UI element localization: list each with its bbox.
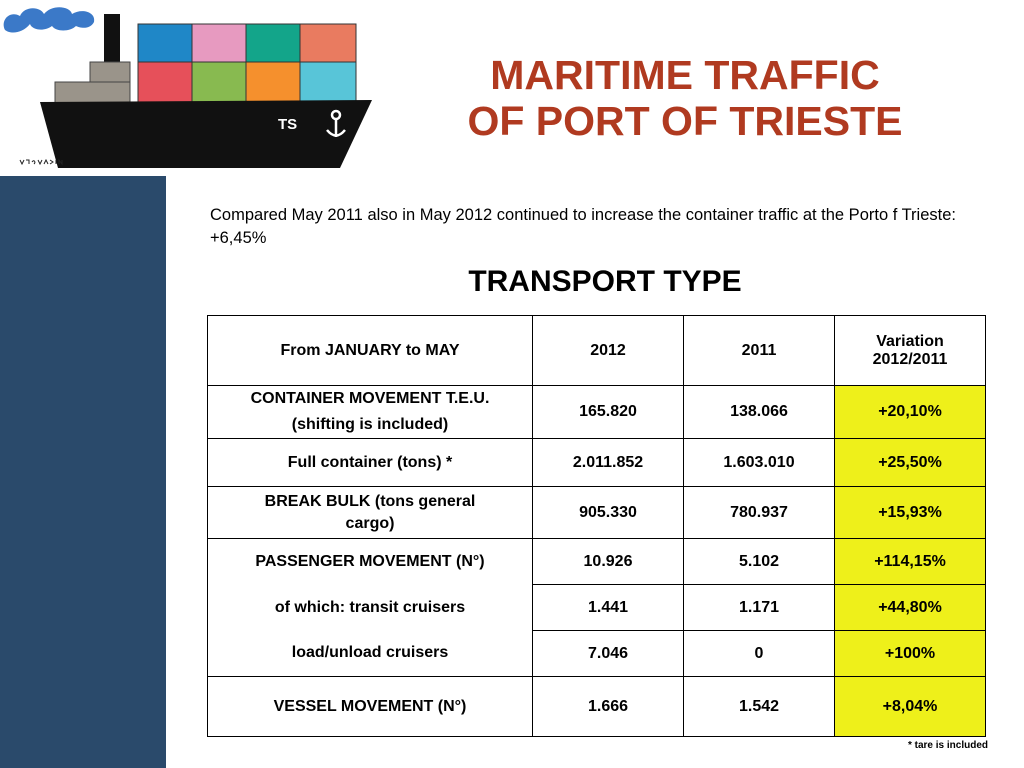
slide-title-line2: OF PORT OF TRIESTE (467, 98, 903, 144)
container-teal (245, 23, 301, 63)
container-pink (191, 23, 247, 63)
header-variation: Variation 2012/2011 (834, 315, 986, 386)
anchor-icon (326, 109, 346, 137)
traffic-table: From JANUARY to MAY 2012 2011 Variation … (207, 315, 986, 737)
header-2012: 2012 (532, 315, 684, 386)
cell-2012: 1.666 (532, 676, 684, 737)
row-label: VESSEL MOVEMENT (N°) (207, 676, 533, 737)
cell-variation: +44,80% (834, 584, 986, 631)
container-orange (245, 61, 301, 103)
container-green (191, 61, 247, 103)
container-blue (137, 23, 193, 63)
ship-hull-label: TS (278, 116, 297, 133)
container-cyan (299, 61, 357, 103)
cell-variation: +20,10% (834, 385, 986, 439)
cell-variation: +8,04% (834, 676, 986, 737)
row-label: PASSENGER MOVEMENT (N°) (207, 538, 533, 585)
header-variation-line1: Variation (876, 332, 944, 350)
slide-title: MARITIME TRAFFIC OF PORT OF TRIESTE (420, 52, 950, 144)
cell-2012: 2.011.852 (532, 438, 684, 487)
cargo-ship-illustration: TS (3, 7, 372, 168)
cell-2012: 165.820 (532, 385, 684, 439)
table-row: of which: transit cruisers 1.441 1.171 +… (207, 584, 986, 631)
container-red (137, 61, 193, 103)
row-label-line2: (shifting is included) (291, 416, 449, 433)
cell-2011: 1.603.010 (683, 438, 835, 487)
table-header-row: From JANUARY to MAY 2012 2011 Variation … (207, 315, 986, 386)
row-label: of which: transit cruisers (207, 584, 533, 631)
row-label-line1: BREAK BULK (tons general (264, 492, 476, 510)
row-label: load/unload cruisers (207, 630, 533, 677)
row-label: Full container (tons) * (207, 438, 533, 487)
ship-hull (40, 100, 372, 168)
row-label-line1: CONTAINER MOVEMENT T.E.U. (250, 390, 490, 407)
cell-2011: 780.937 (683, 486, 835, 539)
table-row: PASSENGER MOVEMENT (N°) 10.926 5.102 +11… (207, 538, 986, 585)
header-period: From JANUARY to MAY (207, 315, 533, 386)
cell-2011: 5.102 (683, 538, 835, 585)
cell-2012: 7.046 (532, 630, 684, 677)
table-row: load/unload cruisers 7.046 0 +100% (207, 630, 986, 677)
cell-2011: 1.171 (683, 584, 835, 631)
cell-variation: +114,15% (834, 538, 986, 585)
header-2011: 2011 (683, 315, 835, 386)
cell-2012: 905.330 (532, 486, 684, 539)
ship-deck-upper (89, 61, 131, 83)
footnote: * tare is included (907, 740, 988, 751)
smoke-cloud (3, 7, 95, 33)
table-row: BREAK BULK (tons general cargo) 905.330 … (207, 486, 986, 539)
cell-2011: 0 (683, 630, 835, 677)
header-variation-line2: 2012/2011 (872, 350, 948, 368)
ship-deck-lower (54, 81, 131, 105)
left-sidebar-band (0, 176, 166, 768)
intro-paragraph: Compared May 2011 also in May 2012 conti… (210, 206, 956, 247)
table-row: CONTAINER MOVEMENT T.E.U. (shifting is i… (207, 385, 986, 439)
container-salmon (299, 23, 357, 63)
cell-2011: 1.542 (683, 676, 835, 737)
cell-2012: 1.441 (532, 584, 684, 631)
ship-funnel (104, 14, 120, 64)
table-row: VESSEL MOVEMENT (N°) 1.666 1.542 +8,04% (207, 676, 986, 737)
cell-2012: 10.926 (532, 538, 684, 585)
artist-signature (19, 158, 63, 166)
row-label: CONTAINER MOVEMENT T.E.U. (shifting is i… (207, 385, 533, 439)
cell-2011: 138.066 (683, 385, 835, 439)
cell-variation: +100% (834, 630, 986, 677)
section-heading: TRANSPORT TYPE (468, 265, 742, 298)
row-label: BREAK BULK (tons general cargo) (207, 486, 533, 539)
row-label-line2: cargo) (345, 514, 395, 532)
slide-title-line1: MARITIME TRAFFIC (490, 52, 880, 98)
cell-variation: +25,50% (834, 438, 986, 487)
table-row: Full container (tons) * 2.011.852 1.603.… (207, 438, 986, 487)
cell-variation: +15,93% (834, 486, 986, 539)
